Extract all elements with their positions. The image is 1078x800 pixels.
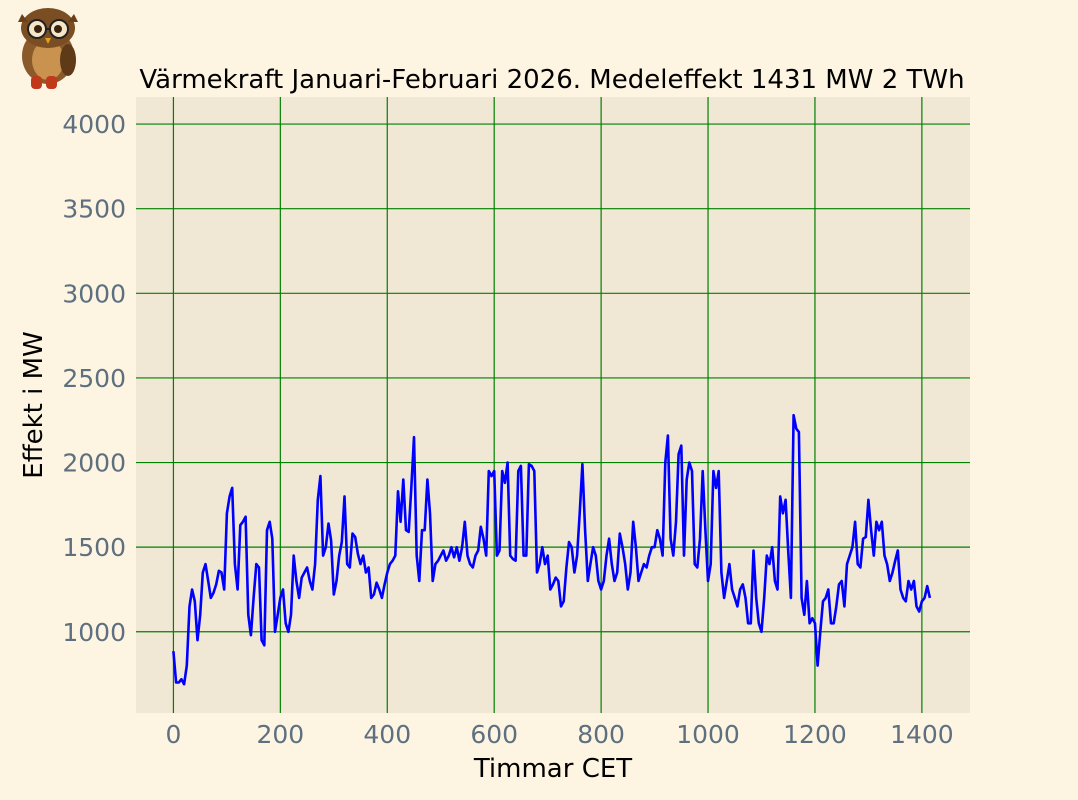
x-tick-label: 0 (165, 720, 181, 749)
x-tick-label: 600 (470, 720, 518, 749)
x-tick-label: 1400 (890, 720, 954, 749)
x-tick-label: 400 (363, 720, 411, 749)
owl-logo (18, 8, 78, 89)
y-axis-label: Effekt i MW (19, 331, 49, 478)
y-tick-label: 3500 (62, 195, 126, 224)
series-group (172, 413, 932, 686)
y-tick-label: 2000 (62, 449, 126, 478)
y-tick-label: 1000 (62, 618, 126, 647)
chart-title: Värmekraft Januari-Februari 2026. Medele… (139, 65, 964, 95)
y-tick-label: 4000 (62, 110, 126, 139)
series-line-0 (172, 413, 932, 686)
y-tick-label: 2500 (62, 364, 126, 393)
x-axis-label: Timmar CET (473, 754, 632, 784)
x-tick-label: 1000 (676, 720, 740, 749)
x-tick-label: 800 (577, 720, 625, 749)
axis-ticks: 0 200 400 600 800 1000 1200 1400 1000 1500 2000 250… (62, 110, 953, 749)
x-tick-label: 200 (256, 720, 304, 749)
x-tick-label: 1200 (783, 720, 847, 749)
y-tick-label: 1500 (62, 533, 126, 562)
y-tick-label: 3000 (62, 279, 126, 308)
